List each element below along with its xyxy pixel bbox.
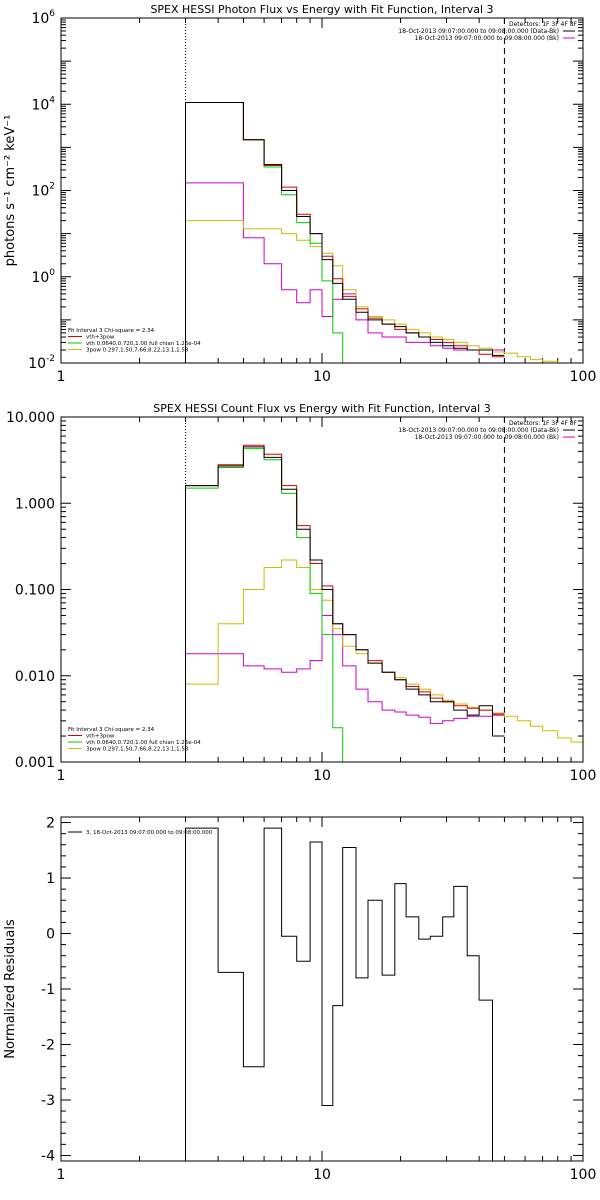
series-3pow: [185, 220, 572, 363]
y-axis-label: Normalized Residuals: [3, 919, 18, 1059]
panel-2: SPEX HESSI Count Flux vs Energy with Fit…: [6, 402, 596, 784]
legend-entry: Fit Interval 3 Chi-square = 2.34: [68, 727, 155, 733]
y-tick-label: -4: [41, 1148, 55, 1164]
chart-title: SPEX HESSI Count Flux vs Energy with Fit…: [153, 402, 490, 415]
x-tick-label: 100: [570, 768, 597, 784]
y-tick-label: -3: [41, 1093, 55, 1109]
x-axis: 1 10 100: [57, 18, 597, 385]
x-tick-label: 1: [57, 768, 66, 784]
x-axis: 1 10 100: [57, 817, 597, 1183]
legend-entry: vth+3pow: [86, 335, 115, 341]
chart-title: SPEX HESSI Photon Flux vs Energy with Fi…: [150, 3, 493, 16]
legend-entry: 18-Oct-2013 09:07:00.000 to 09:08:00.000…: [415, 35, 559, 42]
y-axis: -4 -3 -2 -1 0 1 2: [41, 816, 583, 1164]
x-tick-label: 1: [57, 369, 66, 385]
y-tick-label: 10.000: [6, 410, 55, 426]
y-axis-label: photons s⁻¹ cm⁻² keV⁻¹: [3, 115, 18, 267]
x-tick-label: 10: [313, 768, 331, 784]
x-tick-label: 100: [570, 369, 597, 385]
x-axis: 1 10 100: [57, 417, 597, 784]
y-tick-label: 1.000: [15, 496, 55, 512]
y-tick-label: -2: [41, 1037, 55, 1053]
series-3pow: [185, 559, 583, 762]
series-bk: [185, 615, 505, 762]
y-tick-label: 100: [31, 268, 55, 286]
y-tick-label: 0.001: [15, 755, 55, 771]
legend-entry: Fit Interval 3 Chi-square = 2.34: [68, 328, 155, 334]
series-3-18-oct-2013-09-07-00-000-to-09-08-00-000: [185, 827, 493, 1161]
legend-entry: vth 0.0640,0.720,1.00 full chian 1.26e-0…: [86, 740, 201, 746]
y-tick-label: 0.100: [15, 583, 55, 599]
series-vth-3pow: [185, 102, 505, 363]
legend-entry: 3pow 0.297,1.50,7.66,8.22,13.1,1.58: [86, 348, 189, 354]
series-data-bk: [185, 102, 505, 363]
series-vth: [185, 102, 368, 363]
y-tick-label: 1: [46, 871, 55, 887]
panel-1: SPEX HESSI Photon Flux vs Energy with Fi…: [3, 3, 596, 385]
y-axis: 10-2 100 102 104 106: [28, 9, 583, 372]
legend-entry: 18-Oct-2013 09:07:00.000 to 09:08:00.000…: [415, 434, 559, 441]
series-vth: [185, 448, 356, 762]
legend-entry: vth 0.0640,0.720,1.00 full chian 1.26e-0…: [86, 341, 201, 347]
x-tick-label: 1: [57, 1167, 66, 1183]
legend-left: 3, 18-Oct-2013 09:07:00.000 to 09:08:00.…: [68, 830, 213, 836]
y-tick-label: 10-2: [28, 354, 55, 372]
y-tick-label: 0: [46, 927, 55, 943]
plot-frame: [60, 416, 584, 763]
x-tick-label: 10: [313, 369, 331, 385]
y-tick-label: 0.010: [15, 669, 55, 685]
legend-entry: Detectors: 1F 3F 4F 8F: [509, 420, 578, 427]
legend-entry: 18-Oct-2013 09:07:00.000 to 09:08:00.000…: [398, 427, 559, 434]
y-tick-label: 104: [31, 95, 55, 113]
legend-entry: 18-Oct-2013 09:07:00.000 to 09:08:00.000…: [398, 28, 559, 35]
legend-left: Fit Interval 3 Chi-square = 2.34vth+3pow…: [68, 328, 201, 354]
plot-frame: [60, 17, 584, 364]
series-bk: [185, 182, 505, 363]
plot-frame: [60, 816, 584, 1162]
y-axis: 0.001 0.010 0.100 1.000 10.000: [6, 410, 583, 771]
legend-entry: 3pow 0.297,1.50,7.66,8.22,13.1,1.58: [86, 747, 189, 753]
panel-3: 1 10 100 -4 -3 -2 -1 0 1 2 Normalized Residuals 3, …: [3, 816, 596, 1183]
legend-entry: vth+3pow: [86, 734, 115, 740]
legend-left: Fit Interval 3 Chi-square = 2.34vth+3pow…: [68, 727, 201, 753]
x-tick-label: 10: [313, 1167, 331, 1183]
y-tick-label: 102: [31, 182, 55, 200]
series-data-bk: [185, 446, 505, 762]
y-tick-label: 106: [31, 9, 55, 27]
series-vth-3pow: [185, 444, 505, 762]
legend-entry: Detectors: 1F 3F 4F 8F: [509, 21, 578, 28]
x-tick-label: 100: [570, 1167, 597, 1183]
y-tick-label: 2: [46, 816, 55, 832]
legend-entry: 3, 18-Oct-2013 09:07:00.000 to 09:08:00.…: [86, 830, 213, 836]
y-tick-label: -1: [41, 982, 55, 998]
